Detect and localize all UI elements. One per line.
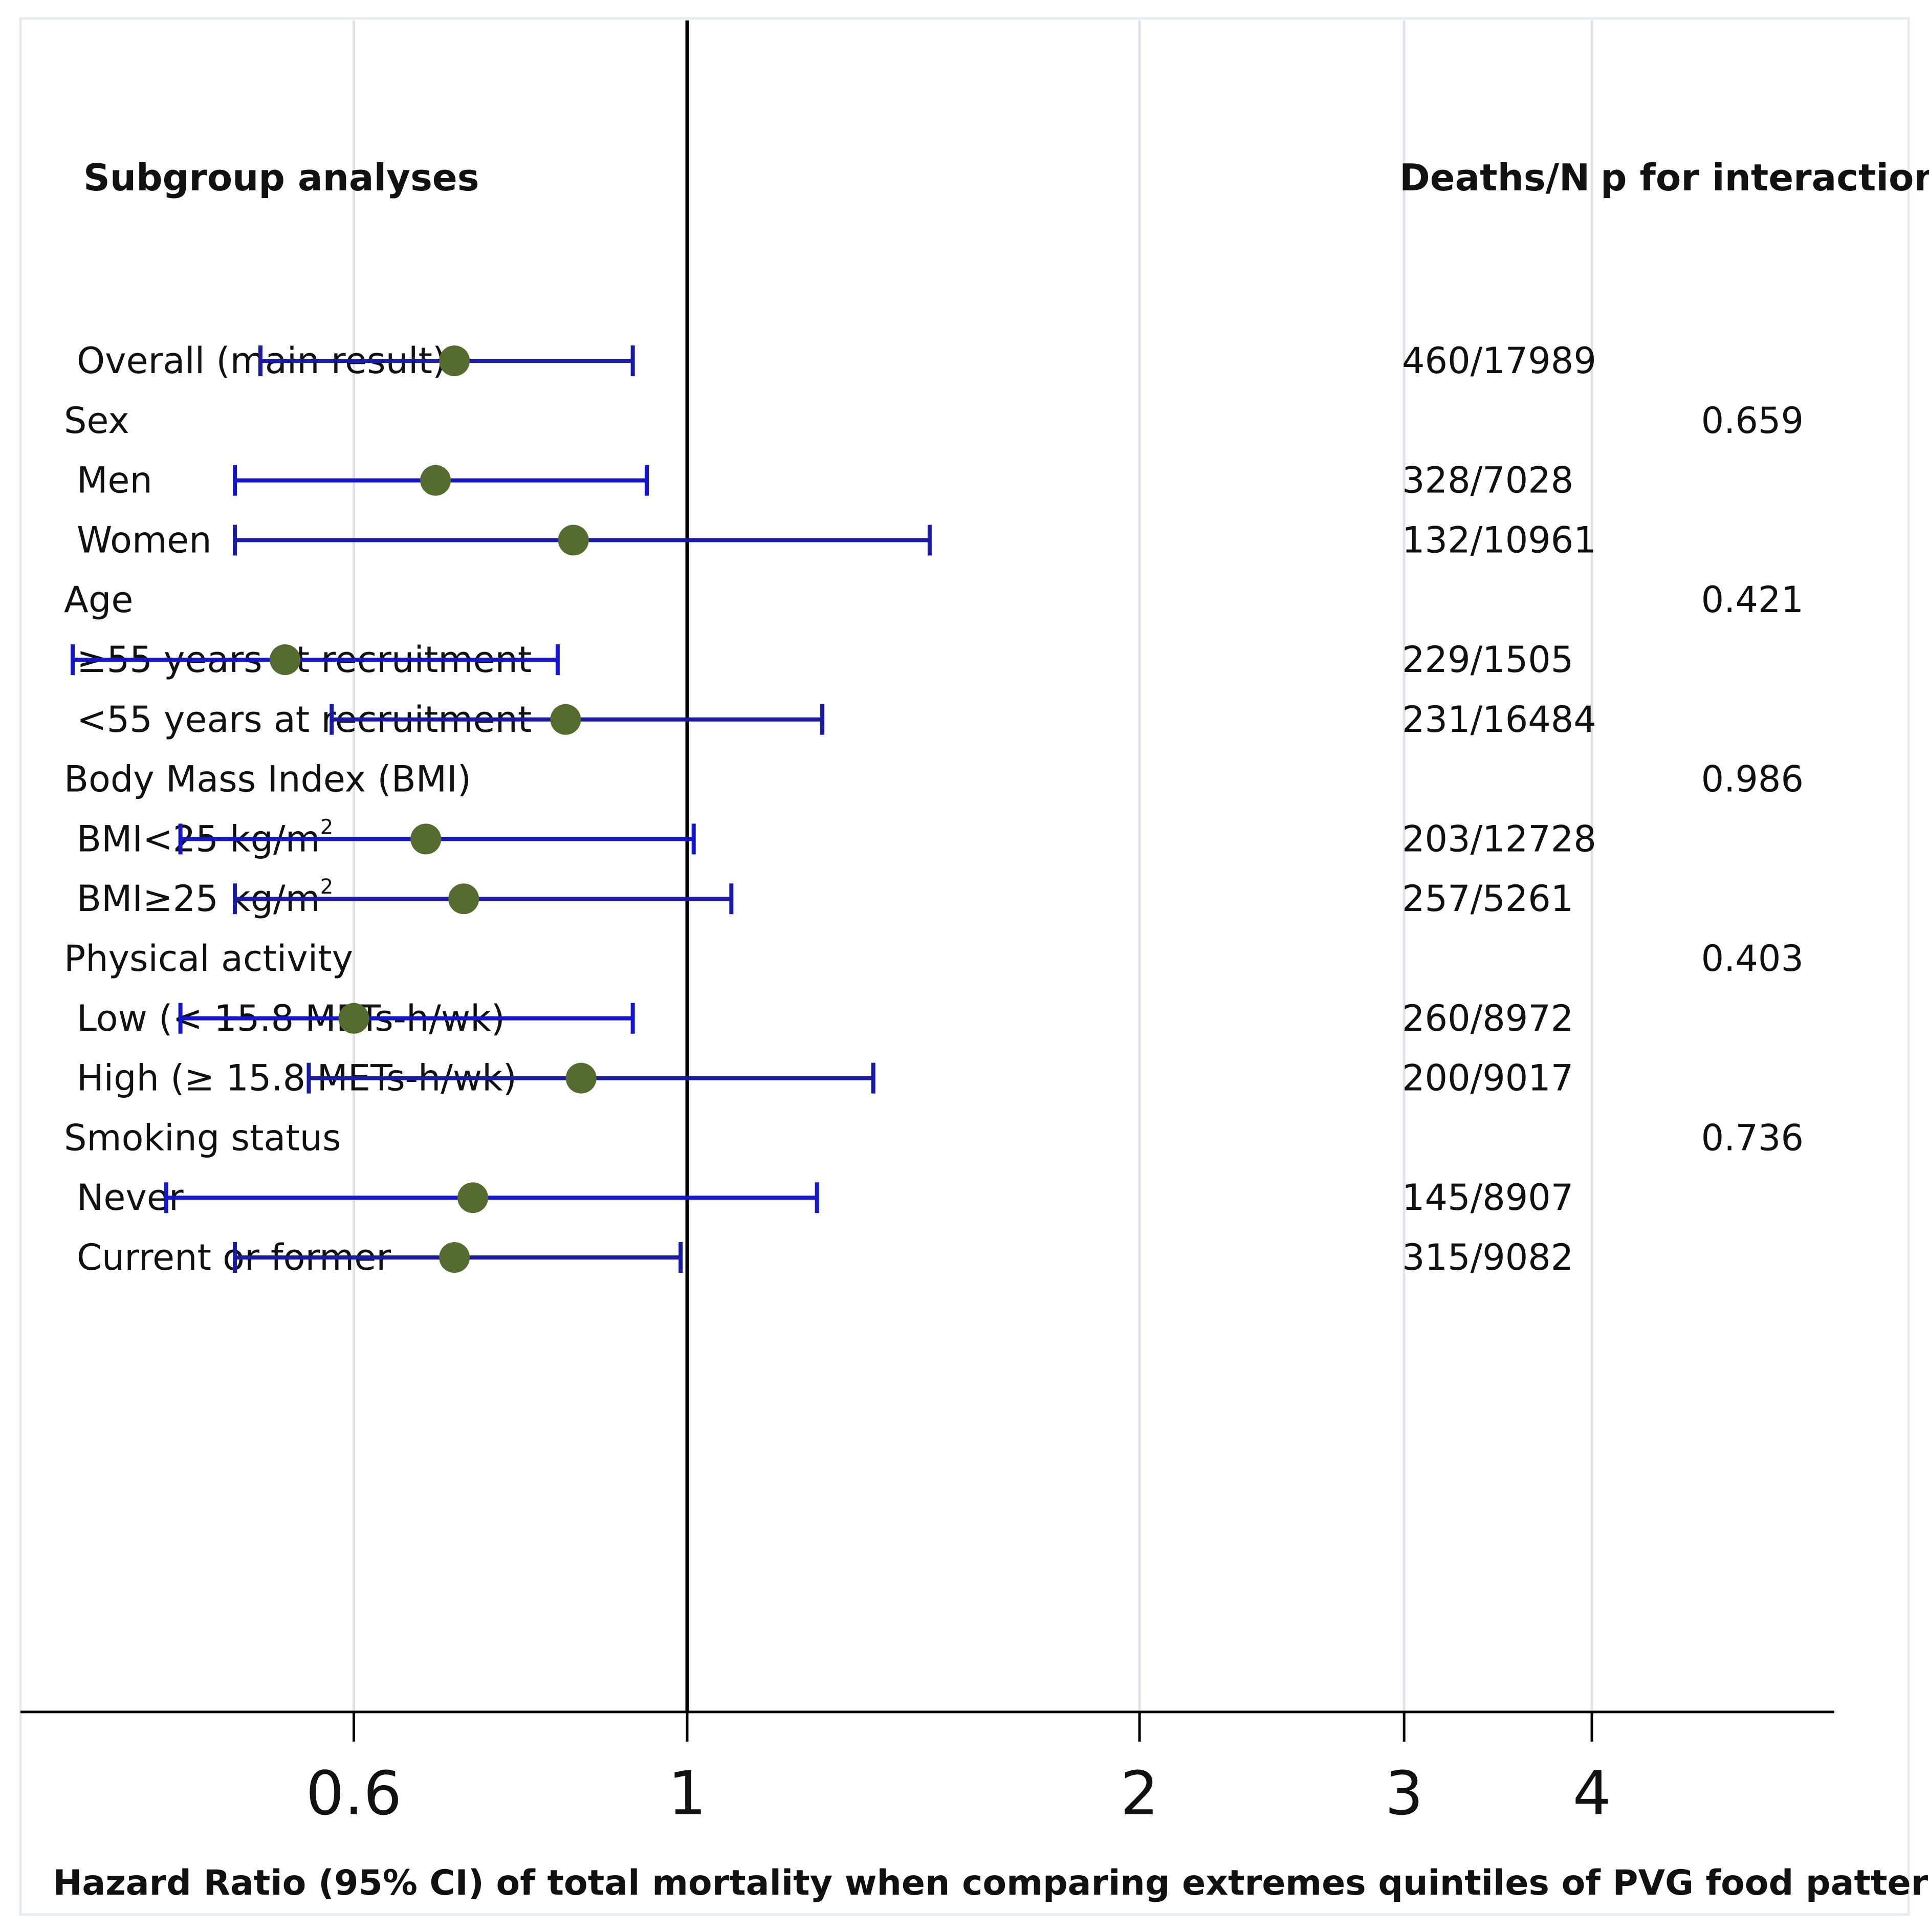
row-label: Age [64,579,133,621]
subgroup-row: High (≥ 15.8 METs-h/wk) 200/9017 [77,1057,1573,1099]
x-axis-label: Hazard Ratio (95% CI) of total mortality… [53,1863,1929,1903]
p-interaction-value: 0.659 [1701,400,1804,442]
hazard-ratio-point [448,883,479,915]
grid-lines [353,20,1593,1712]
p-interaction-value: 0.736 [1701,1117,1804,1159]
subgroup-row: <55 years at recruitment 231/16484 [77,699,1596,741]
subgroup-row: Low (< 15.8 METs-h/wk) 260/8972 [77,997,1573,1039]
subgroup-header-row: Sex 0.659 [64,400,1804,442]
plot-border [19,17,1910,1916]
hazard-ratio-point [558,525,589,556]
subgroup-row: Men 328/7028 [77,460,1573,502]
hazard-ratio-point [439,1242,470,1273]
subgroup-header-row: Physical activity 0.403 [64,938,1804,980]
deaths-n-value: 231/16484 [1402,699,1596,741]
deaths-n-value: 132/10961 [1402,519,1596,561]
deaths-n-value: 200/9017 [1402,1057,1573,1099]
subgroup-row: Current or former 315/9082 [77,1236,1573,1278]
x-ticks: 0.6 1 2 3 4 [306,1712,1611,1829]
subgroup-header-row: Smoking status 0.736 [64,1117,1804,1159]
x-tick-label-1: 1 [668,1758,706,1829]
hazard-ratio-point [270,644,301,675]
p-interaction-value: 0.986 [1701,758,1804,800]
row-label-superscript: 2 [320,815,333,839]
deaths-n-value: 328/7028 [1402,460,1573,502]
row-label: Smoking status [64,1117,341,1159]
deaths-n-value: 257/5261 [1402,878,1573,920]
deaths-n-value: 229/1505 [1402,639,1573,681]
subgroup-row: Never 145/8907 [77,1177,1573,1219]
deaths-n-value: 460/17989 [1402,340,1596,382]
deaths-n-value: 260/8972 [1402,997,1573,1039]
subgroup-row: BMI<25 kg/m2 203/12728 [77,815,1596,860]
hazard-ratio-point [338,1003,369,1034]
row-label: Physical activity [64,938,353,980]
p-interaction-value: 0.421 [1701,579,1804,621]
subgroup-header-row: Body Mass Index (BMI) 0.986 [64,758,1804,800]
row-label: Sex [64,400,129,442]
subgroup-row: ≥55 years at recruitment 229/1505 [71,639,1573,681]
subgroup-row: BMI≥25 kg/m2 257/5261 [77,875,1573,920]
row-label: Body Mass Index (BMI) [64,758,471,800]
header-deaths: Deaths/N [1399,156,1590,199]
hazard-ratio-point [565,1062,597,1094]
row-label: Men [77,460,152,502]
x-tick-label-0: 0.6 [306,1758,402,1829]
subgroup-row: Overall (main result) 460/17989 [77,340,1596,382]
header-subgroup: Subgroup analyses [83,156,479,199]
hazard-ratio-point [550,704,581,735]
subgroup-header-row: Age 0.421 [64,579,1804,621]
header-p-interaction: p for interaction [1601,156,1929,199]
hazard-ratio-point [410,823,442,855]
x-tick-label-2: 2 [1121,1758,1159,1829]
row-label-superscript: 2 [320,875,333,899]
row-label: Women [77,519,212,561]
hazard-ratio-point [457,1182,489,1213]
p-interaction-value: 0.403 [1701,938,1804,980]
deaths-n-value: 315/9082 [1402,1236,1573,1278]
x-tick-label-4: 4 [1573,1758,1611,1829]
hazard-ratio-point [420,465,451,496]
subgroup-row: Women 132/10961 [77,519,1596,561]
hazard-ratio-point [439,345,470,376]
rows: Overall (main result) 460/17989 Sex 0.659 Me… [64,340,1804,1278]
deaths-n-value: 145/8907 [1402,1177,1573,1219]
deaths-n-value: 203/12728 [1402,818,1596,860]
x-tick-label-3: 3 [1385,1758,1423,1829]
